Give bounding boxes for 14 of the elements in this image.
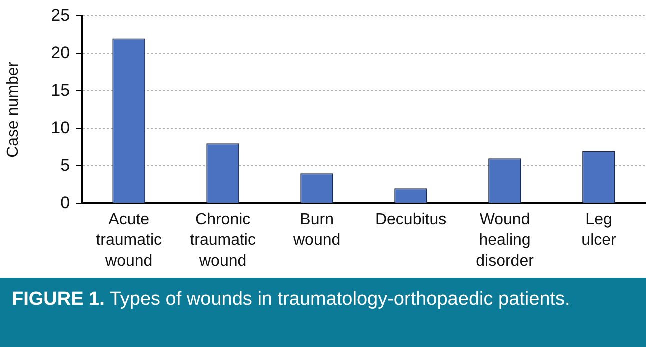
x-tick-label: Acute traumatic wound [96,211,162,270]
y-tick-label: 15 [51,80,70,100]
y-tick-label: 20 [51,43,70,62]
y-axis-title: Case number [5,61,22,158]
caption: FIGURE 1. Types of wounds in traumatology-orthopaedic patients. [12,288,572,312]
y-tick-label: 10 [51,118,70,138]
x-tick-label: Decubitus [375,211,447,228]
x-tick-label: Chronic traumatic wound [190,211,256,270]
y-tick-label: 25 [51,6,70,25]
x-tick-label: Leg ulcer [582,211,618,250]
x-tick-label: Wound healing disorder [476,211,535,270]
y-tick-label: 5 [60,156,70,175]
y-tick-label: 0 [60,193,70,212]
x-tick-label: Burn wound [292,211,341,250]
